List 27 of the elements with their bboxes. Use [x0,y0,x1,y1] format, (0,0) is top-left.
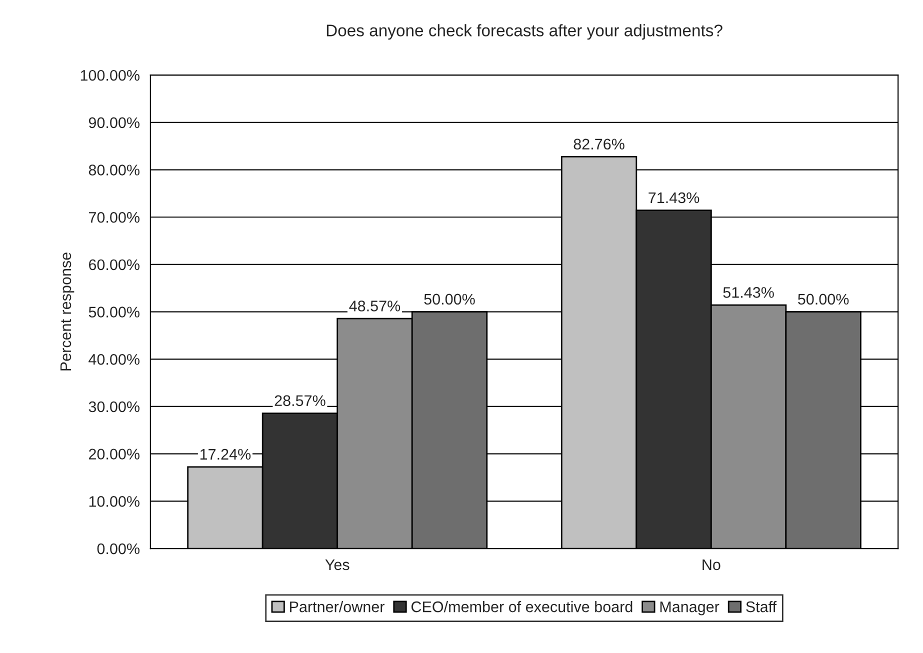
y-tick-label: 30.00% [88,401,140,412]
data-label: 50.00% [424,294,475,305]
y-tick-label: 40.00% [88,354,140,365]
legend-label: Staff [746,601,777,612]
y-tick-label: 60.00% [88,259,140,270]
y-tick-label: 50.00% [88,306,140,318]
x-tick-label: Yes [325,560,350,570]
y-tick-label: 70.00% [89,212,140,223]
data-label: 28.57% [274,395,326,406]
data-label: 71.43% [648,192,700,204]
chart-title: Does anyone check forecasts after your adjustments? [326,24,722,40]
data-label: 82.76% [574,138,624,150]
y-tick-label: 90.00% [88,117,140,128]
y-tick-label: 20.00% [88,448,140,460]
y-tick-label: 80.00% [88,164,140,176]
y-tick-label: 0.00% [97,543,140,554]
legend-label: Partner/owner [290,601,384,612]
data-label: 50.00% [798,294,849,305]
data-label: 48.57% [349,300,400,312]
data-label: 17.24% [200,448,251,460]
y-tick-label: 100.00% [80,70,140,81]
y-axis-title: Percent response [60,252,74,370]
data-label: 51.43% [723,287,774,298]
legend-label: Manager [660,602,720,616]
x-tick-label: No [702,560,720,570]
legend-label: CEO/member of executive board [411,601,632,612]
y-tick-label: 10.00% [89,496,140,507]
